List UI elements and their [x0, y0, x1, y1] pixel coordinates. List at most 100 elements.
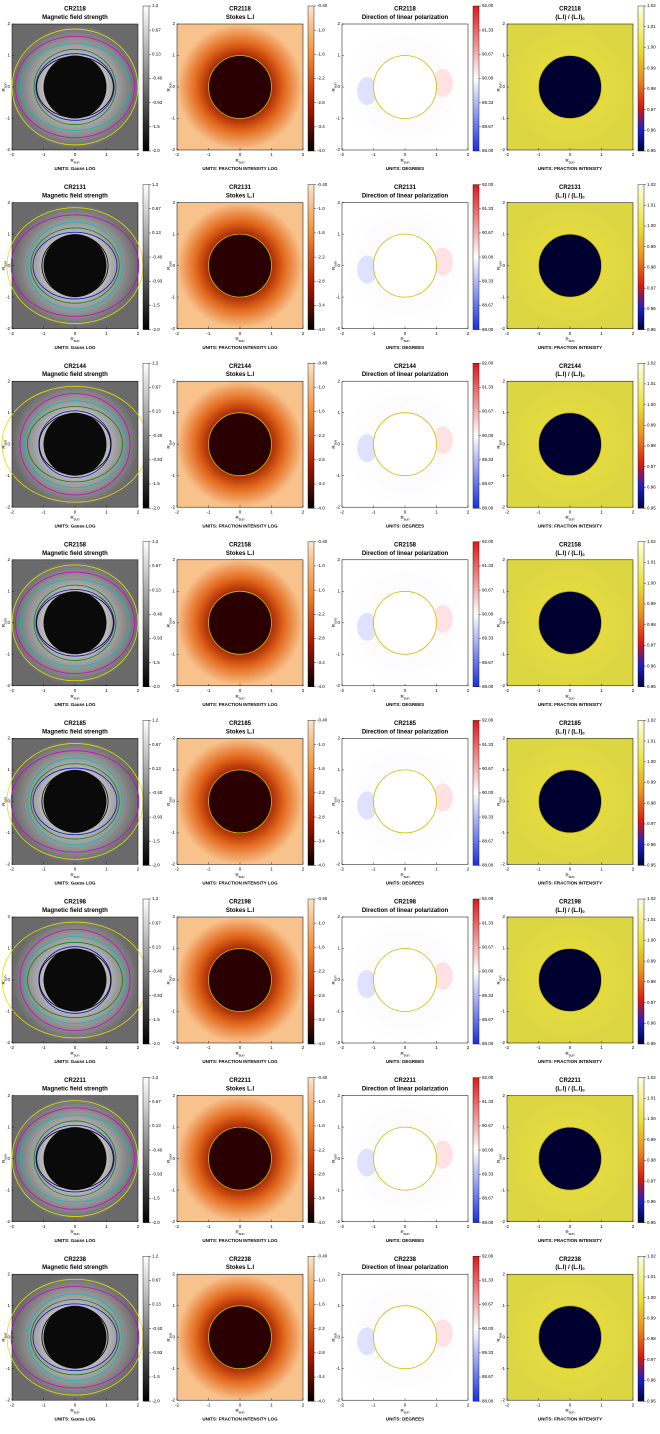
colorbar — [308, 1256, 314, 1401]
subtitle-main: Direction of linear polarization — [362, 193, 449, 199]
y-tick-label: 2 — [337, 1093, 340, 1098]
colorbar-label: 1.01 — [647, 738, 656, 743]
y-tick-label: -1 — [171, 473, 175, 478]
y-tick-label: -1 — [336, 473, 340, 478]
colorbar-label: 1.02 — [647, 718, 656, 723]
subtitle-main: Magnetic field strength — [42, 550, 108, 556]
y-tick-label: -1 — [501, 1366, 505, 1371]
panel-title: CR2118 — [64, 7, 86, 13]
x-tick-label: 0 — [404, 1045, 407, 1050]
label-sub: sun — [74, 1411, 80, 1415]
y-tick-label: 1 — [502, 1124, 505, 1129]
colorbar-label: 1.2 — [152, 182, 159, 187]
y-tick-label: 1 — [502, 1303, 505, 1308]
colorbar-label: -2.8 — [317, 100, 325, 105]
y-tick-label: 2 — [7, 914, 10, 919]
colorbar-label: -1.5 — [152, 1374, 160, 1379]
colorbar — [308, 363, 314, 508]
y-tick-label: -1 — [501, 830, 505, 835]
colorbar-label: -4.0 — [317, 148, 325, 153]
x-tick-label: 2 — [137, 331, 140, 336]
colorbar-label: 0.95 — [647, 1041, 656, 1046]
y-tick-label: -1 — [336, 1009, 340, 1014]
axis-label: Rsun — [236, 1408, 245, 1414]
label-sub: sun — [333, 618, 337, 624]
label-sub: sun — [74, 339, 80, 343]
colorbar-label: 0.97 — [647, 1178, 656, 1183]
subtitle-main: Direction of linear polarization — [362, 1265, 449, 1271]
y-tick-label: 2 — [502, 21, 505, 26]
colorbar-label: -1.6 — [317, 409, 325, 414]
x-tick-label: 1 — [270, 509, 273, 514]
axis-label: Rsun — [166, 1154, 172, 1163]
colorbar — [638, 185, 644, 330]
x-tick-label: 0 — [74, 1045, 77, 1050]
x-tick-label: 2 — [632, 867, 635, 872]
y-tick-label: -2 — [336, 1040, 340, 1045]
x-tick-label: -2 — [340, 509, 344, 514]
x-tick-label: 2 — [137, 509, 140, 514]
subtitle-main: Stokes L.I — [226, 729, 255, 735]
colorbar-label: 0.98 — [647, 265, 656, 270]
colorbar-label: 0.13 — [152, 587, 161, 592]
axis-label: Rsun — [71, 158, 80, 164]
y-tick-label: 2 — [7, 200, 10, 205]
subtitle-main: Direction of linear polarization — [362, 908, 449, 914]
y-tick-label: 1 — [7, 410, 10, 415]
colorbar-label: -2.2 — [317, 969, 325, 974]
panel-subtitle: Direction of linear polarization — [362, 908, 449, 914]
x-tick-label: -2 — [505, 331, 509, 336]
y-tick-label: -2 — [171, 683, 175, 688]
x-tick-label: 2 — [467, 867, 470, 872]
x-tick-label: 1 — [270, 152, 273, 157]
label-sub: sun — [3, 976, 7, 982]
y-tick-label: -2 — [336, 683, 340, 688]
y-tick-label: 1 — [172, 767, 175, 772]
units-label: UNITS: DEGREES — [386, 523, 424, 528]
axis-label: Rsun — [1, 83, 7, 92]
colorbar — [308, 899, 314, 1044]
label-sub: sun — [404, 1053, 410, 1057]
panel-title: CR2198 — [394, 900, 417, 906]
x-tick-label: -1 — [536, 152, 540, 157]
panel-title: CR2185 — [64, 721, 87, 727]
colorbar-label: 1.2 — [152, 896, 159, 901]
colorbar — [143, 720, 149, 865]
x-tick-label: -1 — [206, 152, 210, 157]
colorbar-label: 88.00 — [482, 684, 494, 689]
y-tick-label: 0 — [502, 263, 505, 268]
y-tick-label: 2 — [7, 557, 10, 562]
label-sub: sun — [333, 83, 337, 89]
label-sub: sun — [239, 518, 245, 522]
y-tick-label: 0 — [502, 1156, 505, 1161]
colorbar-label: 0.67 — [152, 385, 161, 390]
y-tick-label: 0 — [172, 620, 175, 625]
colorbar-label: -2.8 — [317, 1350, 325, 1355]
colorbar-label: 1.00 — [647, 45, 656, 50]
y-tick-label: -1 — [501, 1187, 505, 1192]
x-tick-label: 2 — [467, 509, 470, 514]
x-tick-label: 1 — [600, 331, 603, 336]
x-tick-label: -2 — [10, 1045, 14, 1050]
x-tick-label: 1 — [600, 152, 603, 157]
panel-subtitle: (L.I) / (L.I)0 — [555, 1086, 585, 1092]
colorbar — [473, 6, 479, 151]
colorbar-label: 91.33 — [482, 385, 494, 390]
y-tick-label: 1 — [337, 946, 340, 951]
label-sub: sun — [239, 875, 245, 879]
label-sub: sun — [569, 875, 575, 879]
units-label: UNITS: FRACTION INTENSITY — [538, 345, 602, 350]
y-tick-label: 2 — [502, 200, 505, 205]
x-tick-label: -2 — [505, 152, 509, 157]
axis-label: Rsun — [401, 337, 410, 343]
colorbar — [638, 363, 644, 508]
colorbar-label: 90.00 — [482, 611, 494, 616]
colorbar-label: 90.67 — [482, 1123, 494, 1128]
axis-label: Rsun — [331, 1154, 337, 1163]
axis-label: Rsun — [236, 1230, 245, 1236]
axis-label: Rsun — [496, 797, 502, 806]
colorbar-label: -1.5 — [152, 660, 160, 665]
panel-subtitle: Magnetic field strength — [42, 729, 108, 735]
y-tick-label: 2 — [172, 914, 175, 919]
colorbar-label: -4.0 — [317, 684, 325, 689]
